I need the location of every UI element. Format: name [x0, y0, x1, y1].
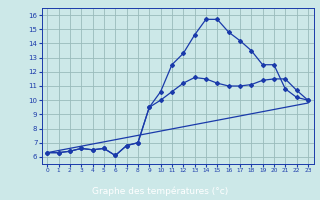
Text: Graphe des températures (°c): Graphe des températures (°c): [92, 186, 228, 196]
